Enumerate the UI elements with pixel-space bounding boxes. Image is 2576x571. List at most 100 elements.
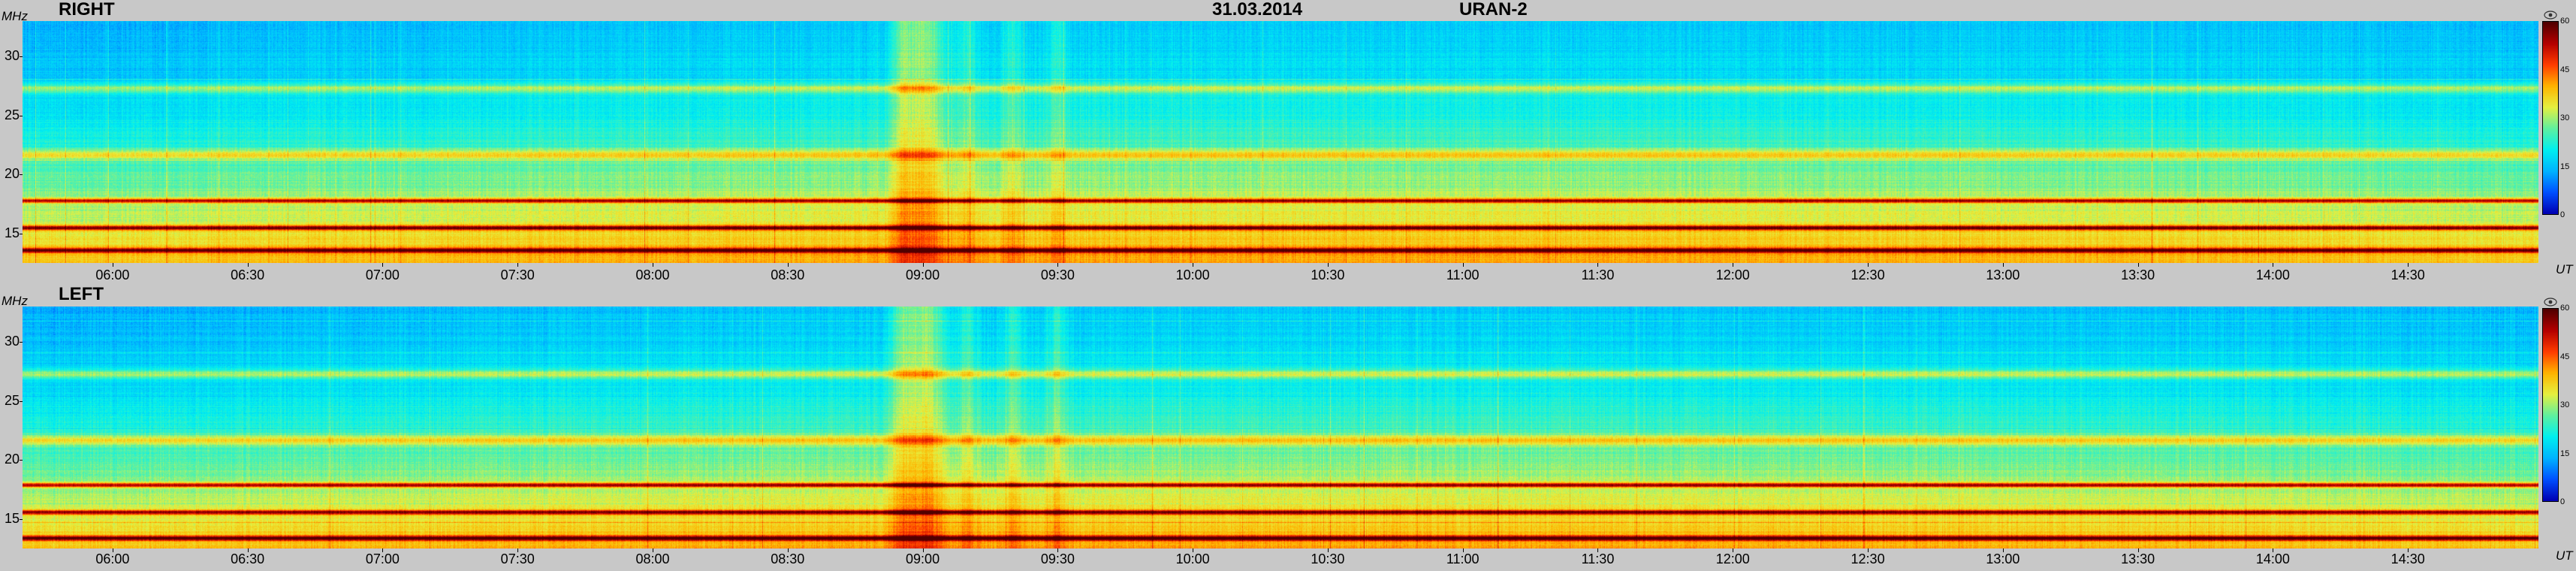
- x-tick-label: 08:30: [771, 551, 805, 566]
- x-tick-label: 09:30: [1040, 267, 1075, 282]
- x-tick-label: 13:30: [2121, 551, 2155, 566]
- x-tick-label: 10:00: [1175, 267, 1210, 282]
- x-tick-label: 14:00: [2255, 267, 2290, 282]
- x-tick-mark: [2137, 263, 2139, 267]
- x-tick-label: 09:00: [906, 267, 940, 282]
- x-tick-mark: [1597, 263, 1599, 267]
- x-tick-label: 13:00: [1986, 267, 2020, 282]
- x-tick-label: 14:30: [2390, 551, 2425, 566]
- colorbar-tick-label: 45: [2560, 65, 2570, 74]
- eye-icon: [2544, 11, 2557, 20]
- y-tick-label: 30: [4, 334, 20, 349]
- colorbar-tick-label: 15: [2560, 449, 2570, 458]
- x-tick-label: 11:00: [1446, 551, 1480, 566]
- x-tick-label: 06:00: [95, 267, 130, 282]
- y-tick-mark: [20, 460, 23, 461]
- x-tick-label: 12:30: [1851, 267, 1885, 282]
- y-tick-label: 30: [4, 48, 20, 64]
- colorbar-tick-label: 60: [2560, 17, 2570, 26]
- x-tick-label: 08:30: [771, 267, 805, 282]
- x-tick-mark: [2137, 548, 2139, 552]
- x-tick-mark: [382, 548, 384, 552]
- colorbar-tick-label: 15: [2560, 162, 2570, 171]
- x-tick-label: 13:00: [1986, 551, 2020, 566]
- y-tick-mark: [20, 174, 23, 176]
- y-tick-mark: [20, 342, 23, 343]
- x-tick-mark: [1327, 263, 1329, 267]
- x-tick-mark: [922, 263, 924, 267]
- y-tick-label: 25: [4, 107, 20, 122]
- x-tick-mark: [1327, 548, 1329, 552]
- panel-title-left: LEFT: [59, 284, 104, 304]
- x-tick-mark: [787, 548, 789, 552]
- x-tick-label: 11:30: [1581, 267, 1615, 282]
- x-tick-mark: [247, 263, 249, 267]
- dynamic-spectrum-right: [23, 21, 2538, 263]
- x-tick-label: 10:00: [1175, 551, 1210, 566]
- x-tick-mark: [787, 263, 789, 267]
- x-tick-mark: [1462, 548, 1464, 552]
- x-tick-label: 14:00: [2255, 551, 2290, 566]
- observation-date: 31.03.2014: [1212, 0, 1303, 20]
- time-unit-label-right: UT: [2556, 262, 2573, 276]
- x-tick-label: 13:30: [2121, 267, 2155, 282]
- x-tick-mark: [247, 548, 249, 552]
- x-tick-label: 08:00: [635, 551, 670, 566]
- x-tick-label: 10:30: [1311, 551, 1345, 566]
- x-tick-mark: [1868, 263, 1869, 267]
- x-tick-label: 07:00: [365, 267, 400, 282]
- x-tick-mark: [382, 263, 384, 267]
- x-tick-mark: [1597, 548, 1599, 552]
- colorbar-tick-label: 60: [2560, 304, 2570, 313]
- x-tick-mark: [1462, 263, 1464, 267]
- eye-icon: [2544, 298, 2557, 307]
- x-tick-mark: [1868, 548, 1869, 552]
- colorbar-tick-label: 30: [2560, 400, 2570, 409]
- colorbar-right: [2542, 21, 2559, 215]
- y-tick-label: 15: [4, 510, 20, 526]
- x-tick-mark: [517, 548, 519, 552]
- x-tick-mark: [922, 548, 924, 552]
- frequency-unit-label-right: MHz: [2, 9, 28, 23]
- x-tick-mark: [1057, 263, 1059, 267]
- y-tick-label: 20: [4, 452, 20, 467]
- y-tick-mark: [20, 518, 23, 520]
- x-tick-label: 12:00: [1715, 267, 1750, 282]
- x-tick-mark: [2408, 548, 2409, 552]
- x-tick-label: 11:30: [1581, 551, 1615, 566]
- colorbar-tick-label: 30: [2560, 113, 2570, 122]
- x-tick-label: 10:30: [1311, 267, 1345, 282]
- colorbar-left: [2542, 308, 2559, 502]
- time-unit-label-left: UT: [2556, 548, 2573, 563]
- x-tick-label: 06:30: [231, 551, 265, 566]
- colorbar-tick-label: 45: [2560, 352, 2570, 361]
- x-tick-label: 07:30: [500, 551, 535, 566]
- panel-title-right: RIGHT: [59, 0, 115, 20]
- colorbar-tick-label: 0: [2560, 497, 2565, 506]
- x-tick-label: 09:00: [906, 551, 940, 566]
- colorbar-tick-label: 0: [2560, 210, 2565, 219]
- x-tick-label: 12:30: [1851, 551, 1885, 566]
- x-tick-label: 06:30: [231, 267, 265, 282]
- x-tick-mark: [2408, 263, 2409, 267]
- x-tick-label: 11:00: [1446, 267, 1480, 282]
- y-tick-label: 20: [4, 166, 20, 182]
- x-tick-mark: [517, 263, 519, 267]
- x-tick-label: 07:00: [365, 551, 400, 566]
- x-tick-mark: [1057, 548, 1059, 552]
- x-tick-label: 12:00: [1715, 551, 1750, 566]
- x-tick-label: 08:00: [635, 267, 670, 282]
- x-tick-mark: [2002, 548, 2004, 552]
- y-tick-label: 25: [4, 392, 20, 408]
- frequency-unit-label-left: MHz: [2, 294, 28, 308]
- x-tick-label: 14:30: [2390, 267, 2425, 282]
- dynamic-spectrum-left: [23, 307, 2538, 548]
- y-tick-mark: [20, 56, 23, 58]
- x-tick-mark: [2002, 263, 2004, 267]
- instrument-name: URAN-2: [1459, 0, 1528, 20]
- x-tick-label: 06:00: [95, 551, 130, 566]
- x-tick-label: 07:30: [500, 267, 535, 282]
- x-tick-label: 09:30: [1040, 551, 1075, 566]
- y-tick-label: 15: [4, 225, 20, 240]
- y-tick-mark: [20, 400, 23, 402]
